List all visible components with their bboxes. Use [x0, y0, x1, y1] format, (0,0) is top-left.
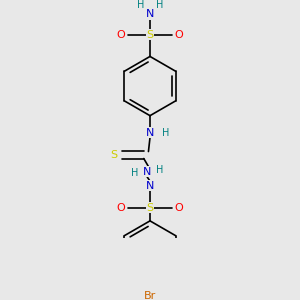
Text: H: H	[137, 0, 144, 10]
Text: O: O	[117, 30, 125, 40]
Text: H: H	[131, 168, 138, 178]
Text: H: H	[162, 128, 169, 138]
Text: O: O	[117, 202, 125, 213]
Text: S: S	[146, 202, 154, 213]
Text: O: O	[175, 30, 183, 40]
Text: H: H	[156, 0, 163, 10]
Text: Br: Br	[144, 291, 156, 300]
Text: H: H	[156, 165, 163, 175]
Text: N: N	[146, 181, 154, 191]
Text: O: O	[175, 202, 183, 213]
Text: S: S	[111, 150, 118, 160]
Text: N: N	[146, 128, 154, 138]
Text: N: N	[146, 9, 154, 20]
Text: N: N	[143, 167, 151, 177]
Text: S: S	[146, 30, 154, 40]
